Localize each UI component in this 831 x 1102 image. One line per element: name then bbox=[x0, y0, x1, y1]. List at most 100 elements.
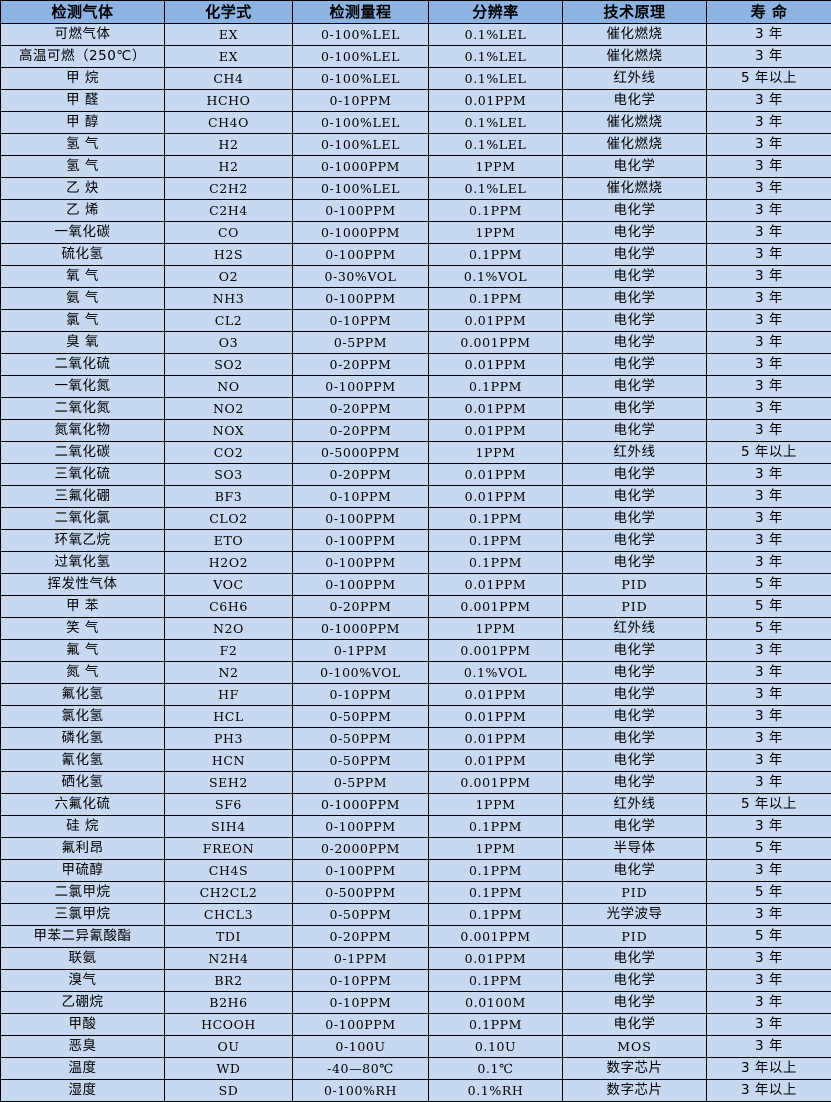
cell-technical-principle: 电化学 bbox=[563, 552, 707, 574]
cell-gas-name: 三氯甲烷 bbox=[1, 904, 165, 926]
cell-technical-principle: 电化学 bbox=[563, 200, 707, 222]
cell-service-life: 3 年 bbox=[707, 728, 831, 750]
cell-resolution: 0.01PPM bbox=[429, 684, 563, 706]
cell-resolution: 1PPM bbox=[429, 794, 563, 816]
cell-service-life: 3 年 bbox=[707, 112, 831, 134]
cell-gas-name: 氮 气 bbox=[1, 662, 165, 684]
column-header-principle: 技术原理 bbox=[563, 1, 707, 24]
cell-service-life: 3 年 bbox=[707, 992, 831, 1014]
cell-resolution: 0.1PPM bbox=[429, 1014, 563, 1036]
cell-chemical-formula: CO bbox=[165, 222, 293, 244]
cell-resolution: 0.1PPM bbox=[429, 552, 563, 574]
cell-detection-range: 0-100%LEL bbox=[293, 178, 429, 200]
cell-resolution: 0.1PPM bbox=[429, 530, 563, 552]
cell-service-life: 3 年以上 bbox=[707, 1058, 831, 1080]
cell-gas-name: 三氟化硼 bbox=[1, 486, 165, 508]
cell-chemical-formula: CH4S bbox=[165, 860, 293, 882]
cell-detection-range: 0-100%LEL bbox=[293, 24, 429, 46]
cell-service-life: 3 年 bbox=[707, 222, 831, 244]
cell-detection-range: 0-20PPM bbox=[293, 398, 429, 420]
cell-chemical-formula: N2H4 bbox=[165, 948, 293, 970]
table-header-row: 检测气体 化学式 检测量程 分辨率 技术原理 寿 命 bbox=[1, 1, 831, 24]
cell-resolution: 0.01PPM bbox=[429, 750, 563, 772]
cell-gas-name: 恶臭 bbox=[1, 1036, 165, 1058]
cell-service-life: 3 年 bbox=[707, 354, 831, 376]
cell-chemical-formula: NH3 bbox=[165, 288, 293, 310]
cell-resolution: 0.01PPM bbox=[429, 706, 563, 728]
cell-technical-principle: 电化学 bbox=[563, 530, 707, 552]
cell-technical-principle: 电化学 bbox=[563, 244, 707, 266]
cell-detection-range: 0-10PPM bbox=[293, 486, 429, 508]
cell-resolution: 0.1%RH bbox=[429, 1080, 563, 1102]
cell-detection-range: 0-100PPM bbox=[293, 574, 429, 596]
cell-resolution: 0.001PPM bbox=[429, 772, 563, 794]
cell-chemical-formula: NOX bbox=[165, 420, 293, 442]
cell-chemical-formula: FREON bbox=[165, 838, 293, 860]
cell-service-life: 3 年 bbox=[707, 398, 831, 420]
cell-resolution: 0.1PPM bbox=[429, 508, 563, 530]
cell-chemical-formula: BR2 bbox=[165, 970, 293, 992]
cell-detection-range: 0-5PPM bbox=[293, 332, 429, 354]
cell-technical-principle: 催化燃烧 bbox=[563, 24, 707, 46]
cell-resolution: 0.01PPM bbox=[429, 90, 563, 112]
cell-gas-name: 一氧化碳 bbox=[1, 222, 165, 244]
cell-technical-principle: 电化学 bbox=[563, 156, 707, 178]
cell-detection-range: -40—80℃ bbox=[293, 1058, 429, 1080]
cell-resolution: 0.1%LEL bbox=[429, 68, 563, 90]
cell-technical-principle: 电化学 bbox=[563, 508, 707, 530]
cell-technical-principle: 电化学 bbox=[563, 992, 707, 1014]
cell-chemical-formula: O2 bbox=[165, 266, 293, 288]
cell-gas-name: 甲 苯 bbox=[1, 596, 165, 618]
cell-technical-principle: 电化学 bbox=[563, 90, 707, 112]
cell-chemical-formula: CHCL3 bbox=[165, 904, 293, 926]
cell-chemical-formula: H2O2 bbox=[165, 552, 293, 574]
cell-technical-principle: 电化学 bbox=[563, 354, 707, 376]
cell-technical-principle: 催化燃烧 bbox=[563, 178, 707, 200]
cell-technical-principle: 电化学 bbox=[563, 970, 707, 992]
cell-detection-range: 0-100%VOL bbox=[293, 662, 429, 684]
cell-service-life: 3 年 bbox=[707, 90, 831, 112]
cell-technical-principle: 电化学 bbox=[563, 332, 707, 354]
cell-gas-name: 氯化氢 bbox=[1, 706, 165, 728]
cell-technical-principle: 数字芯片 bbox=[563, 1058, 707, 1080]
cell-gas-name: 甲酸 bbox=[1, 1014, 165, 1036]
cell-service-life: 3 年 bbox=[707, 662, 831, 684]
cell-chemical-formula: F2 bbox=[165, 640, 293, 662]
cell-service-life: 3 年 bbox=[707, 266, 831, 288]
cell-resolution: 0.1%LEL bbox=[429, 178, 563, 200]
cell-detection-range: 0-100PPM bbox=[293, 860, 429, 882]
cell-service-life: 3 年 bbox=[707, 860, 831, 882]
cell-service-life: 3 年以上 bbox=[707, 1080, 831, 1102]
cell-technical-principle: 电化学 bbox=[563, 288, 707, 310]
cell-technical-principle: 电化学 bbox=[563, 640, 707, 662]
cell-service-life: 3 年 bbox=[707, 200, 831, 222]
cell-service-life: 5 年 bbox=[707, 574, 831, 596]
cell-technical-principle: 红外线 bbox=[563, 68, 707, 90]
cell-technical-principle: 催化燃烧 bbox=[563, 134, 707, 156]
cell-technical-principle: PID bbox=[563, 596, 707, 618]
cell-technical-principle: 电化学 bbox=[563, 816, 707, 838]
cell-detection-range: 0-100PPM bbox=[293, 376, 429, 398]
cell-chemical-formula: EX bbox=[165, 24, 293, 46]
cell-service-life: 3 年 bbox=[707, 24, 831, 46]
cell-detection-range: 0-100%LEL bbox=[293, 68, 429, 90]
cell-gas-name: 甲苯二异氰酸酯 bbox=[1, 926, 165, 948]
cell-chemical-formula: HCN bbox=[165, 750, 293, 772]
cell-technical-principle: 催化燃烧 bbox=[563, 46, 707, 68]
cell-chemical-formula: SIH4 bbox=[165, 816, 293, 838]
cell-technical-principle: 电化学 bbox=[563, 860, 707, 882]
cell-chemical-formula: H2 bbox=[165, 134, 293, 156]
cell-service-life: 5 年 bbox=[707, 596, 831, 618]
